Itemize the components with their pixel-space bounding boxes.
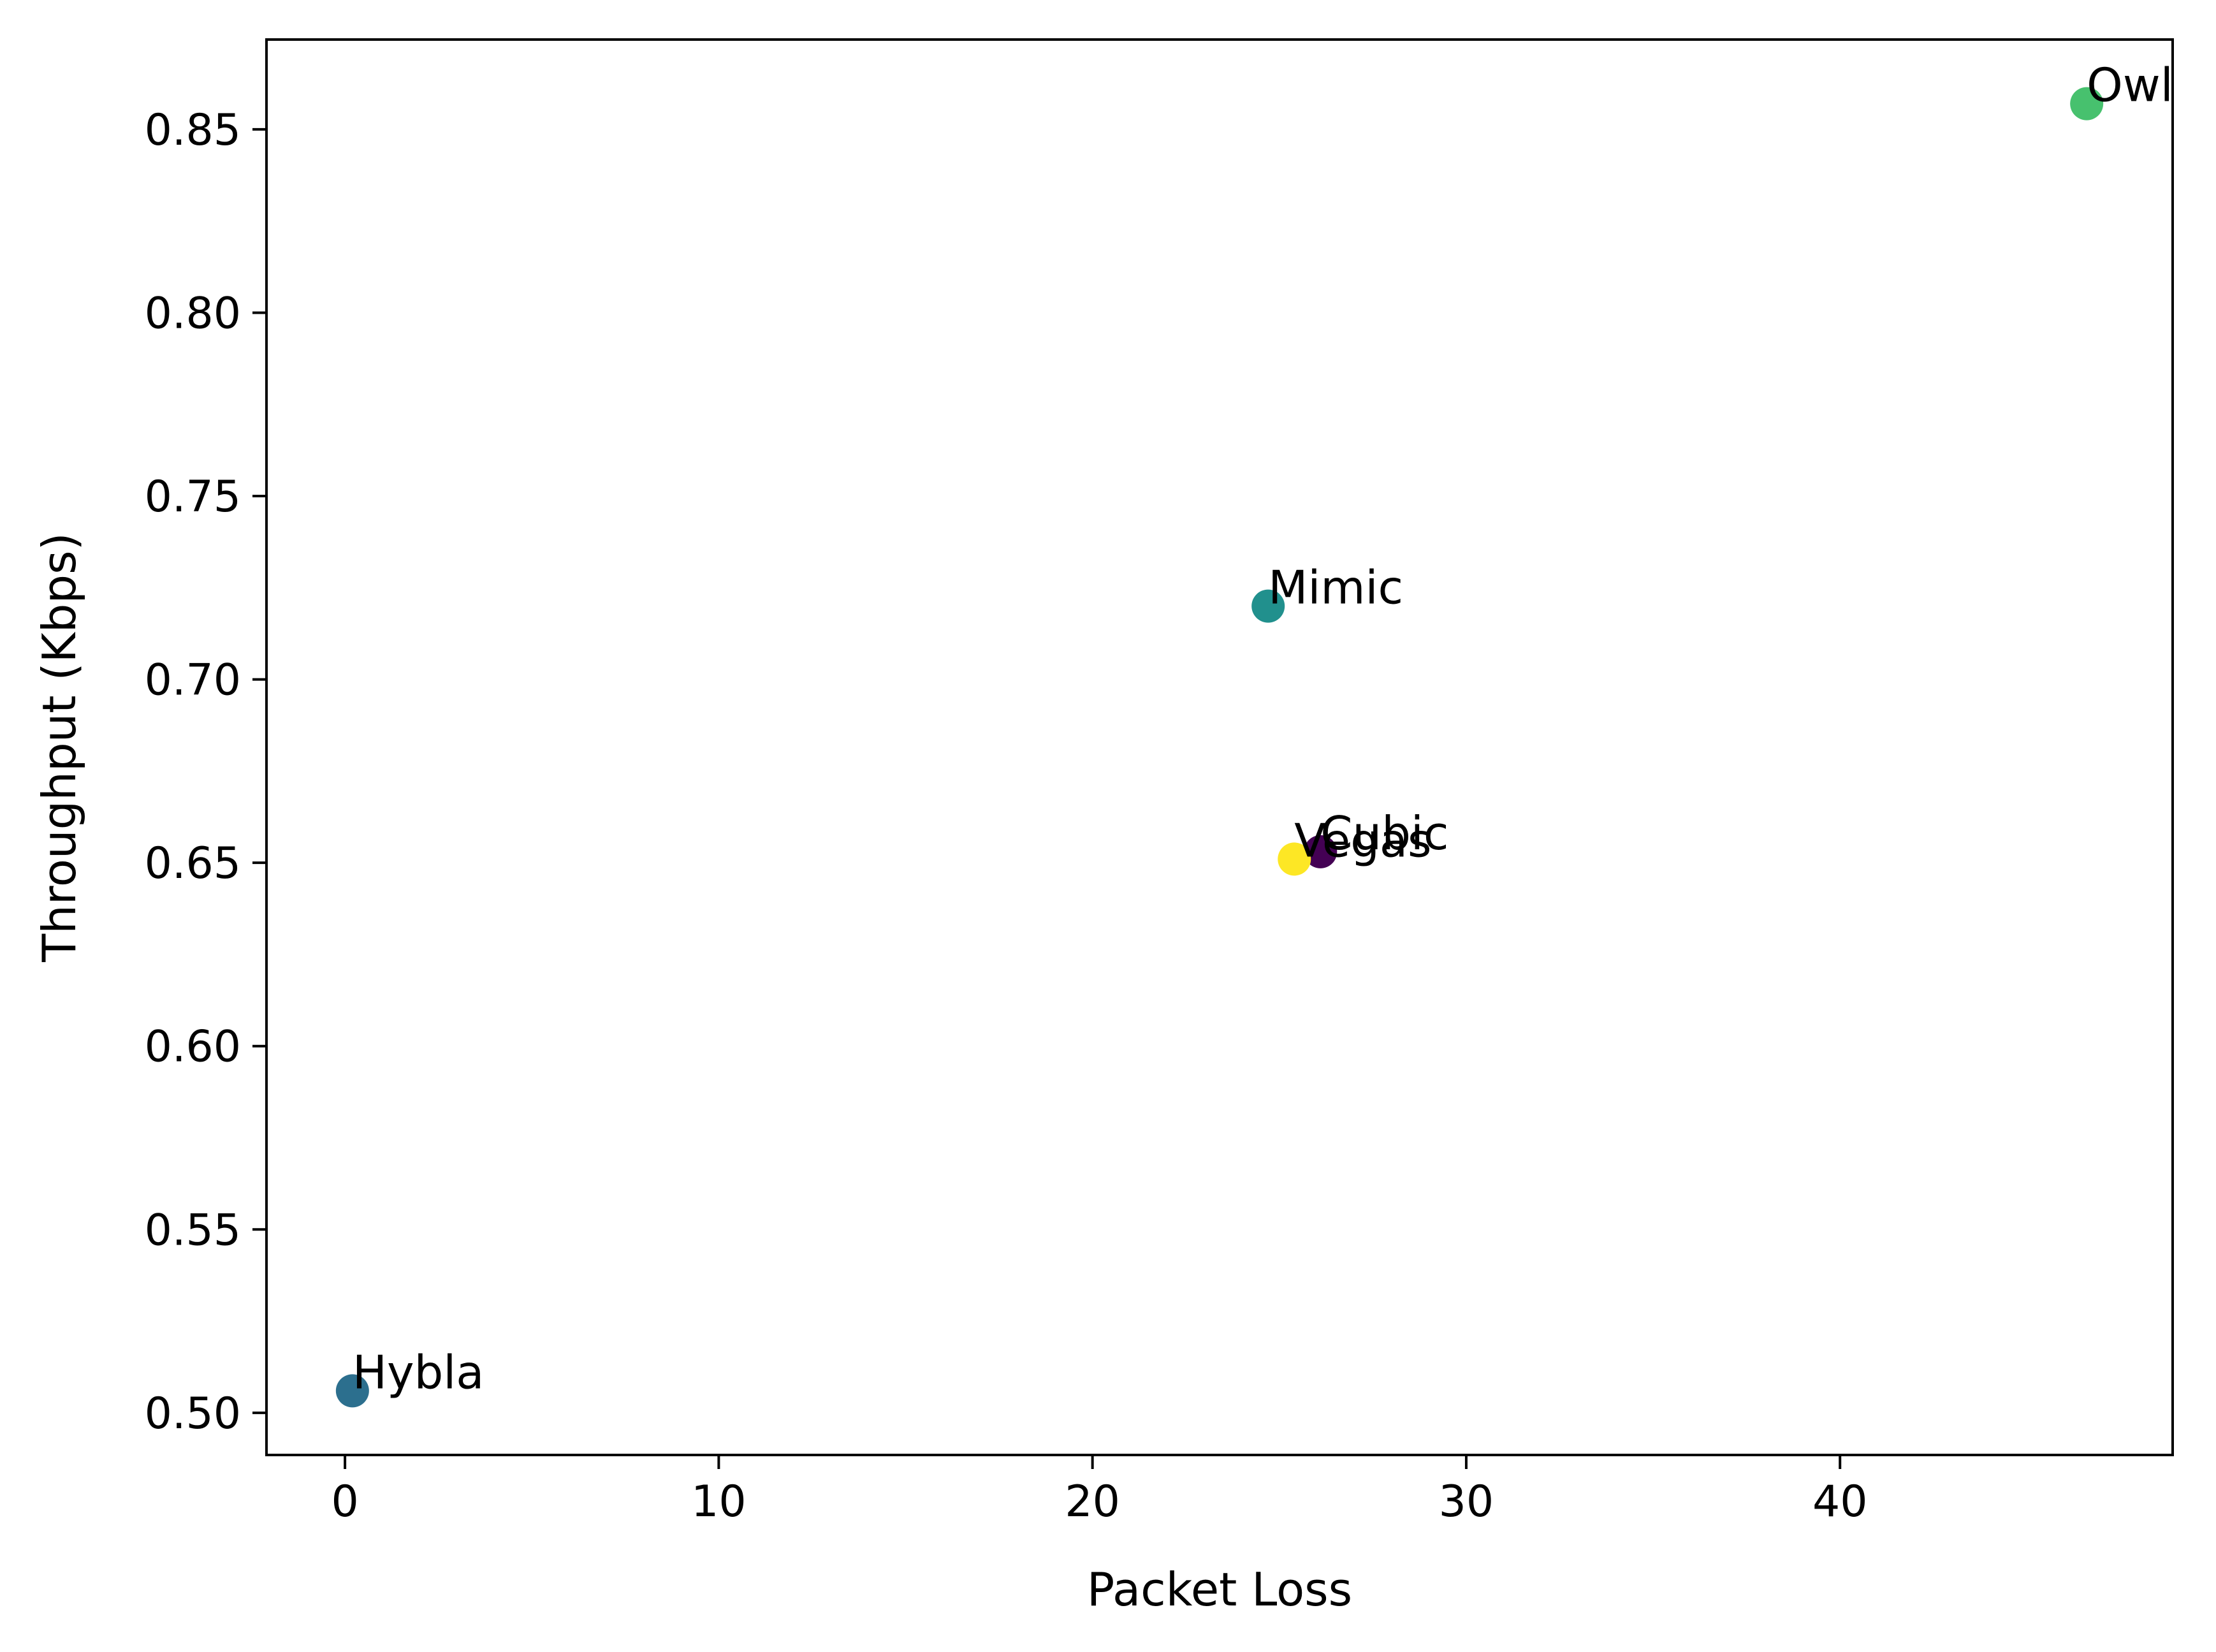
- y-tick-label: 0.50: [145, 1389, 241, 1439]
- x-axis: 0 10 20 30 40: [331, 1455, 1867, 1527]
- data-point: [2070, 87, 2104, 121]
- data-point-labels: Cubic Hybla Mimic Owl Vegas: [353, 59, 2173, 1400]
- data-points: [335, 87, 2104, 1408]
- x-tick-label: 20: [1065, 1477, 1120, 1527]
- x-axis-label: Packet Loss: [1087, 1563, 1352, 1616]
- data-point-label: Hybla: [353, 1345, 485, 1399]
- x-tick-label: 40: [1812, 1477, 1868, 1527]
- data-point: [1278, 842, 1311, 876]
- y-tick-label: 0.80: [145, 288, 241, 339]
- y-tick-label: 0.70: [145, 655, 241, 706]
- x-tick-label: 30: [1439, 1477, 1494, 1527]
- data-point-label: Vegas: [1294, 814, 1431, 867]
- plot-area: [265, 38, 2174, 1456]
- data-point: [1304, 835, 1338, 868]
- y-tick-label: 0.75: [145, 472, 241, 522]
- y-axis: 0.50 0.55 0.60 0.65 0.70 0.75 0.80 0.85: [145, 105, 266, 1439]
- y-axis-label: Throughput (Kbps): [33, 532, 86, 962]
- x-tick-label: 0: [331, 1477, 358, 1527]
- x-tick-label: 10: [691, 1477, 747, 1527]
- y-tick-label: 0.60: [145, 1022, 241, 1072]
- y-tick-label: 0.55: [145, 1205, 241, 1255]
- y-tick-label: 0.85: [145, 105, 241, 156]
- data-point: [335, 1374, 369, 1408]
- data-point-label: Owl: [2087, 59, 2173, 112]
- data-point-label: Cubic: [1320, 807, 1448, 860]
- y-tick-label: 0.65: [145, 838, 241, 889]
- data-point: [1251, 589, 1285, 623]
- data-point-label: Mimic: [1268, 561, 1403, 615]
